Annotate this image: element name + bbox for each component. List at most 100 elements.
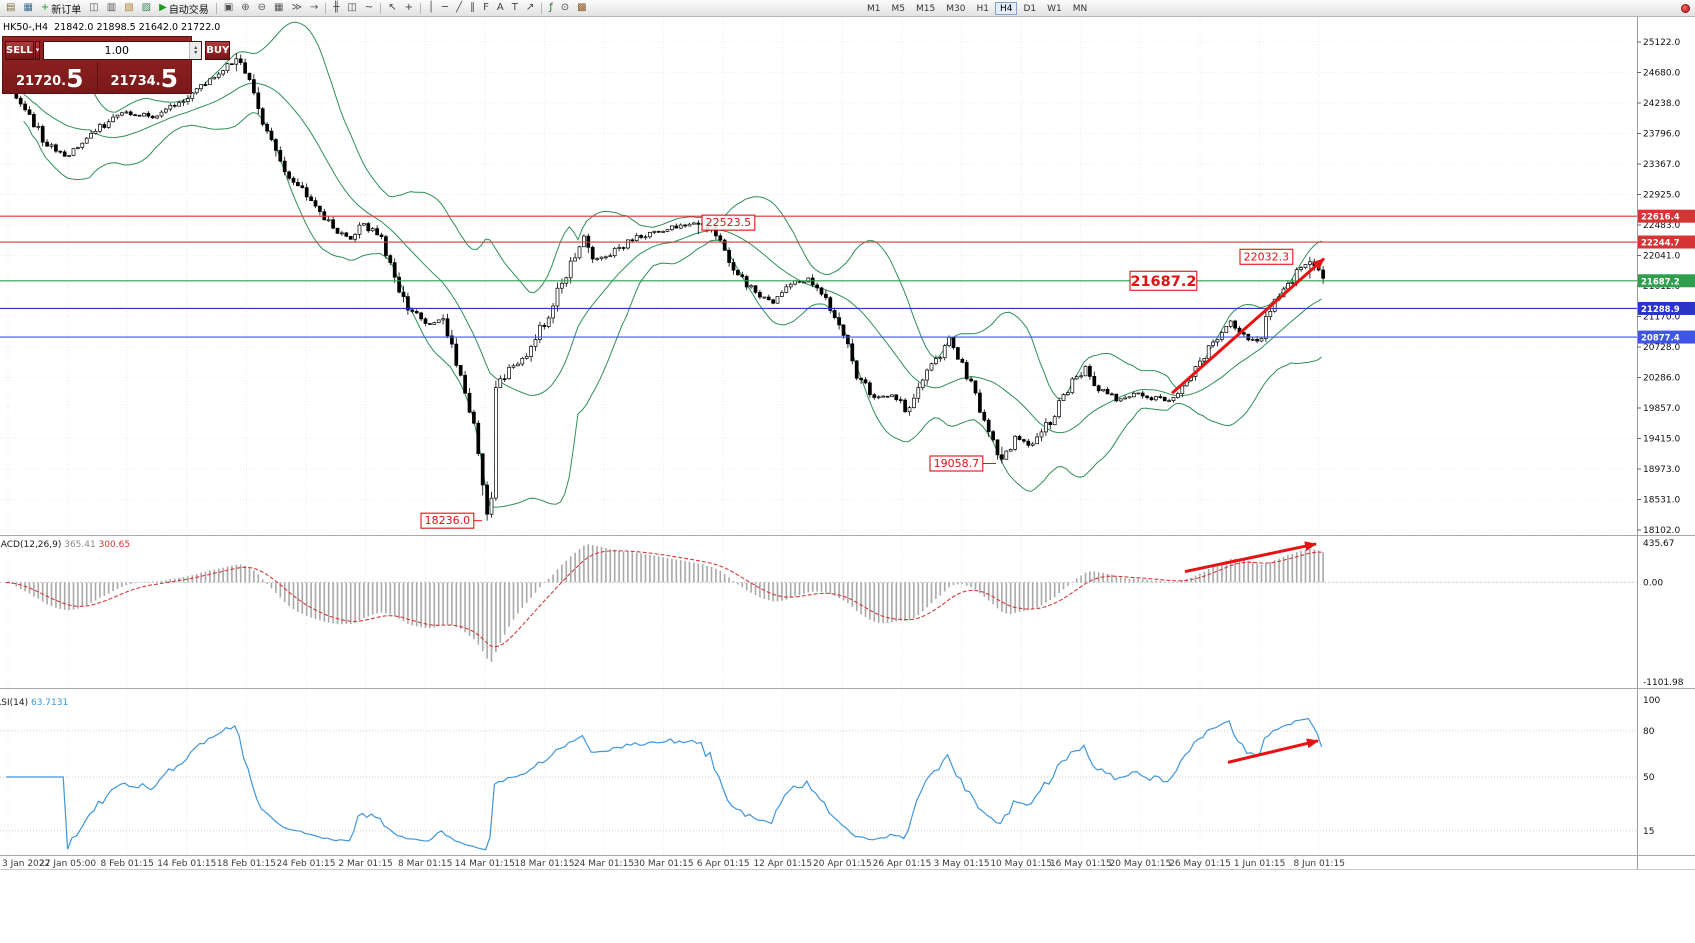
navigator-button[interactable]: ▧ bbox=[120, 1, 137, 16]
price-callout-box bbox=[1239, 248, 1294, 265]
chart-shift-button[interactable]: → bbox=[306, 1, 322, 16]
timeframe-w1[interactable]: W1 bbox=[1047, 4, 1062, 14]
buy-price[interactable]: 21734. 5 bbox=[98, 62, 192, 92]
svg-text:23796.0: 23796.0 bbox=[1643, 130, 1680, 140]
sell-button[interactable]: SELL bbox=[5, 40, 34, 60]
vertical-line-icon: │ bbox=[428, 2, 435, 13]
svg-text:24680.0: 24680.0 bbox=[1643, 69, 1680, 79]
chart-list-button[interactable]: ▤ bbox=[2, 1, 19, 16]
templates-icon: ▩ bbox=[577, 2, 587, 13]
new-order-icon: + bbox=[40, 2, 50, 13]
order-mode-dropdown[interactable]: ▾ bbox=[34, 40, 41, 60]
horizontal-line-icon: ─ bbox=[442, 2, 449, 13]
svg-text:30 Mar 01:15: 30 Mar 01:15 bbox=[634, 859, 694, 869]
tile-windows-button[interactable]: ▦ bbox=[270, 1, 287, 16]
rsi-line bbox=[6, 718, 1323, 851]
one-click-trading-panel: SELL ▾ ▴▾ BUY 21720.5 21734.5 bbox=[2, 36, 231, 94]
timeframe-d1[interactable]: D1 bbox=[1023, 4, 1037, 14]
svg-text:14 Feb 01:15: 14 Feb 01:15 bbox=[157, 859, 216, 869]
svg-text:14 Mar 01:15: 14 Mar 01:15 bbox=[455, 859, 515, 869]
rsi-panel bbox=[0, 718, 1637, 851]
toolbar-separator bbox=[380, 2, 382, 14]
buy-button[interactable]: BUY bbox=[205, 40, 231, 60]
market-watch-icon: ◫ bbox=[89, 2, 99, 13]
macd-panel bbox=[0, 544, 1637, 662]
volume-spinner[interactable]: ▴ ▾ bbox=[189, 41, 202, 59]
svg-text:15: 15 bbox=[1643, 827, 1654, 837]
svg-text:20728.0: 20728.0 bbox=[1643, 343, 1680, 353]
chevron-down-icon: ▾ bbox=[35, 46, 40, 54]
price-level-lines[interactable] bbox=[0, 215, 1637, 338]
timeframe-m5[interactable]: M5 bbox=[891, 4, 906, 14]
trendline-button[interactable]: ╱ bbox=[452, 1, 466, 16]
text-button[interactable]: A bbox=[493, 1, 508, 16]
svg-text:20 May 01:15: 20 May 01:15 bbox=[1110, 859, 1172, 869]
channel-button[interactable]: ∥ bbox=[466, 1, 479, 16]
cursor-button[interactable]: ↖ bbox=[384, 1, 400, 16]
axis-tag-21687.2 bbox=[1638, 274, 1695, 288]
volume-input[interactable] bbox=[44, 41, 190, 59]
vertical-line-button[interactable]: │ bbox=[424, 1, 438, 16]
trendline-icon: ╱ bbox=[456, 2, 463, 13]
cursor-icon: ↖ bbox=[388, 2, 397, 13]
spinner-up-icon: ▴ bbox=[194, 44, 198, 51]
autotrading-button-label: 自动交易 bbox=[168, 4, 209, 16]
svg-text:3 May 01:15: 3 May 01:15 bbox=[934, 859, 990, 869]
candlestick-chart-button[interactable]: ◫ bbox=[343, 1, 360, 16]
svg-text:20877.4: 20877.4 bbox=[1641, 334, 1680, 344]
toolbar-separator bbox=[420, 2, 422, 14]
periods-icon: ⊙ bbox=[560, 2, 570, 13]
market-watch-button[interactable]: ◫ bbox=[85, 1, 102, 16]
timeframe-h4[interactable]: H4 bbox=[994, 2, 1018, 15]
line-chart-button[interactable]: ~ bbox=[361, 1, 377, 16]
periods-button[interactable]: ⊙ bbox=[557, 1, 573, 16]
macd-label: MACD(12,26,9) 365.41 300.65 bbox=[0, 540, 130, 550]
sell-price[interactable]: 21720. 5 bbox=[3, 62, 97, 92]
candlestick-chart-icon: ◫ bbox=[347, 2, 357, 13]
data-window-button[interactable]: ▥ bbox=[103, 1, 120, 16]
zoom-out-button[interactable]: ⊖ bbox=[254, 1, 270, 16]
bollinger-bands bbox=[23, 21, 1322, 508]
zoom-in-button[interactable]: ⊕ bbox=[237, 1, 253, 16]
panel-separators[interactable] bbox=[0, 535, 1695, 870]
timeframe-h1[interactable]: H1 bbox=[976, 4, 989, 14]
timeframe-m30[interactable]: M30 bbox=[946, 4, 966, 14]
spinner-down-icon: ▾ bbox=[194, 49, 198, 56]
analysis-objects[interactable]: 22523.5 22032.3 21687.2 19058.7 18236.0 bbox=[420, 214, 1325, 764]
buy-price-big-digit: 5 bbox=[160, 64, 179, 93]
svg-text:24 Mar 01:15: 24 Mar 01:15 bbox=[574, 859, 634, 869]
timeframe-m1[interactable]: M1 bbox=[867, 4, 881, 14]
svg-text:21288.9: 21288.9 bbox=[1641, 305, 1680, 315]
svg-text:12 Apr 01:15: 12 Apr 01:15 bbox=[753, 859, 812, 869]
terminal-button[interactable]: ▨ bbox=[138, 1, 155, 16]
fibonacci-button[interactable]: F bbox=[479, 1, 493, 16]
main-toolbar: ▤ ▦ + 新订单 ◫ ▥ ▧ ▨ ▶ 自动交易 ▣ ⊕ ⊖ ▦ ≫ → ╫ ◫ ~ ↖ + │ ─ ╱ ∥ F A T ↗ ƒ ⊙ ▩ M1… bbox=[0, 0, 1695, 17]
timeframe-mn[interactable]: MN bbox=[1072, 4, 1088, 14]
toolbar-separator bbox=[215, 2, 217, 14]
svg-text:10 May 01:15: 10 May 01:15 bbox=[990, 859, 1052, 869]
indicators-button[interactable]: ƒ bbox=[545, 1, 557, 16]
bar-chart-button[interactable]: ╫ bbox=[329, 1, 343, 16]
price-callout-text: 22523.5 bbox=[706, 216, 752, 229]
crosshair-button[interactable]: + bbox=[401, 1, 417, 16]
new-chart-button[interactable]: ▣ bbox=[220, 1, 237, 16]
auto-scroll-button[interactable]: ≫ bbox=[288, 1, 306, 16]
svg-text:24238.0: 24238.0 bbox=[1643, 99, 1680, 109]
autotrading-button[interactable]: ▶ 自动交易 bbox=[155, 1, 213, 16]
templates-button[interactable]: ▩ bbox=[573, 1, 590, 16]
arrows-button[interactable]: ↗ bbox=[522, 1, 538, 16]
sell-price-main: 21720. bbox=[15, 74, 67, 89]
timeframe-m15[interactable]: M15 bbox=[916, 4, 936, 14]
svg-text:26 Apr 01:15: 26 Apr 01:15 bbox=[873, 859, 932, 869]
indicator-labels: MACD(12,26,9) 365.41 300.65 RSI(14) 63.71… bbox=[0, 540, 130, 708]
record-icon[interactable] bbox=[1681, 4, 1690, 13]
horizontal-line-button[interactable]: ─ bbox=[438, 1, 452, 16]
profiles-button[interactable]: ▦ bbox=[19, 1, 36, 16]
label-button[interactable]: T bbox=[508, 1, 522, 16]
svg-text:-1101.98: -1101.98 bbox=[1643, 678, 1684, 688]
channel-icon: ∥ bbox=[470, 2, 476, 13]
arrows-icon: ↗ bbox=[525, 2, 535, 13]
new-order-button[interactable]: + 新订单 bbox=[37, 1, 85, 16]
navigator-icon: ▧ bbox=[124, 2, 134, 13]
